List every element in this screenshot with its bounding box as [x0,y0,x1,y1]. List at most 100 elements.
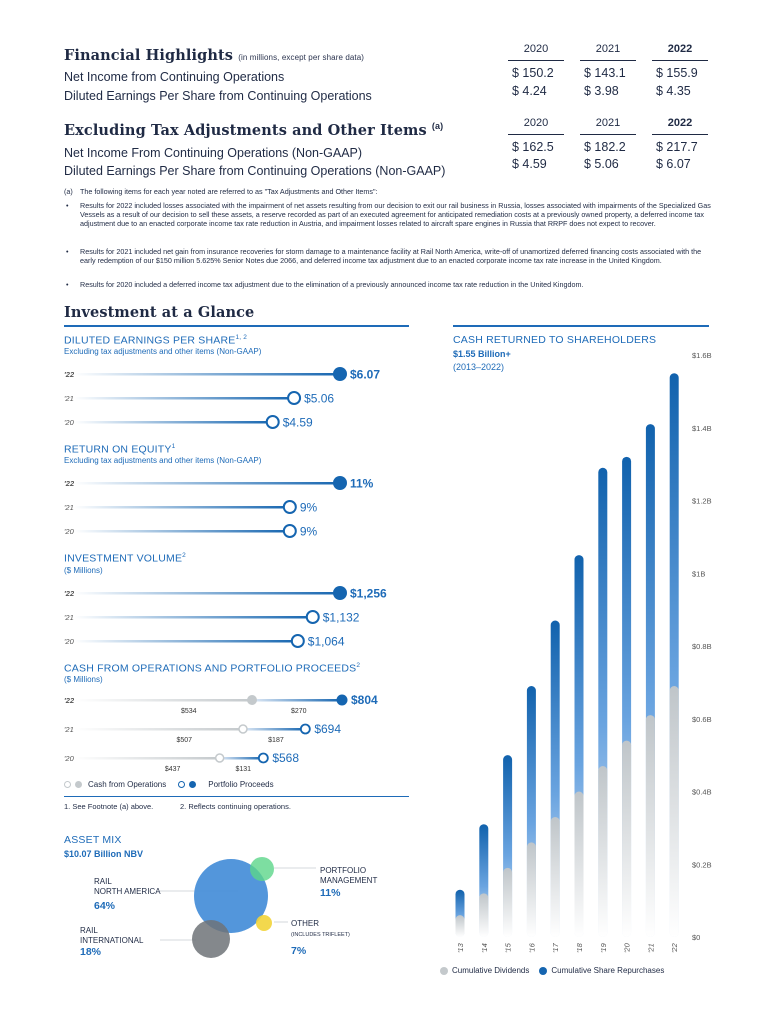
roe-endpoint-ring [282,524,297,538]
y-tick-label: $0.4B [692,788,712,797]
cash-ops-legend: Cash from Operations Portfolio Proceeds [64,780,274,789]
cash-returned-subtitle: $1.55 Billion+ [453,349,511,359]
diluted-eps-2020: $ 4.24 [512,84,547,98]
bar-dividends [503,867,513,937]
year-rule [580,60,636,61]
legend-repurchases-icon [539,966,548,975]
cash-ops-svg: '22 $804 $534 $270 '21 $694 $507 $187 '20 $568 $43… [64,693,378,773]
diluted-eps-label: Diluted Earnings Per Share from Continui… [64,89,372,103]
financial-highlights-title: Financial Highlights (in millions, excep… [64,47,364,64]
eps-value-label: $6.07 [350,368,380,382]
bar-dividends [598,766,608,937]
cash-ops-ops-label: $507 [177,737,193,744]
footnote-bullet: • [66,280,69,289]
excluding-tax-title: Excluding Tax Adjustments and Other Item… [64,121,443,139]
bar-dividends [550,816,560,937]
financial-highlights-heading: Financial Highlights [64,47,234,64]
section-divider [453,325,709,327]
cash-ops-proceeds-label: $270 [291,708,307,715]
other-label: OTHER [291,919,319,928]
eps-bar [74,397,295,400]
volume-bar-chart: '22 $1,256 '21 $1,132 '20 $1,064 [60,581,410,653]
y-tick-label: $1.2B [692,497,712,506]
section-divider [64,796,409,797]
non-gaap-eps-2022: $ 6.07 [656,157,691,171]
legend-proceeds-dot-icon [189,781,197,788]
legend-dividends-icon [440,966,448,975]
cash-returned-title: CASH RETURNED TO SHAREHOLDERS [453,334,657,346]
other-pct: 7% [291,945,307,957]
eps-value-label: $5.06 [304,392,334,406]
volume-value-label: $1,256 [350,587,387,601]
cash-returned-chart: $0 $0.2B $0.4B $0.6B $0.8B $1B $1.2B $1.4B $1.6B… [455,351,712,953]
x-tick-label: '21 [646,943,655,953]
volume-svg: '22 $1,256 '21 $1,132 '20 $1,064 [64,586,387,649]
non-gaap-net-income-2022: $ 217.7 [656,140,698,154]
volume-chart-title: INVESTMENT VOLUME2 [64,552,186,565]
y-tick-label: $0.8B [692,642,712,651]
roe-year-label: '20 [64,527,75,536]
cash-ops-year-label: '21 [64,725,74,734]
x-tick-label: '19 [599,942,608,953]
volume-title-sup: 2 [182,552,186,559]
bar-series [455,373,679,937]
rail-na-pct: 64% [94,900,116,912]
y-tick-label: $1.4B [692,424,712,433]
volume-bar [74,592,340,595]
cash-ops-ops-label: $534 [181,708,197,715]
footnote-bullet: • [66,247,69,256]
other-note: (INCLUDES TRIFLEET) [291,932,350,938]
non-gaap-net-income-label: Net Income From Continuing Operations (N… [64,146,363,160]
roe-chart-title: RETURN ON EQUITY1 [64,443,175,456]
cash-ops-proceeds-bar [243,728,306,731]
eps-endpoint-ring [287,391,302,405]
roe-year-label: '21 [64,503,74,512]
roe-bar [74,482,340,485]
cash-ops-proceeds-label: $187 [268,737,284,744]
volume-year-label: '20 [64,637,75,646]
volume-endpoint-ring [305,610,320,624]
eps-bar-chart: '22 $6.07 '21 $5.06 '20 $4.59 [60,362,410,434]
roe-title-sup: 1 [171,443,176,450]
x-tick-label: '18 [575,942,584,953]
year-header-2022: 2022 [667,117,693,129]
x-tick-label: '15 [504,942,513,953]
y-tick-label: $1B [692,569,705,578]
rail-na-label-line1: RAIL [94,877,112,886]
year-rule [652,134,708,135]
diluted-eps-2022: $ 4.35 [656,84,691,98]
non-gaap-net-income-2020: $ 162.5 [512,140,554,154]
roe-title-text: RETURN ON EQUITY [64,443,172,456]
financial-highlights-subtitle: (in millions, except per share data) [238,53,365,62]
bar-dividends [645,715,655,937]
non-gaap-eps-label: Diluted Earnings Per Share from Continui… [64,164,446,178]
excluding-tax-note-marker: (a) [431,121,444,131]
bar-dividends [479,893,489,937]
portfolio-label-line1: PORTFOLIO [320,866,367,875]
year-header-2021: 2021 [595,43,621,55]
rail-na-label-line2: NORTH AMERICA [94,887,161,896]
cash-ops-year-label: '20 [64,754,75,763]
bubble-other [256,915,272,931]
rail-na-label: RAIL NORTH AMERICA [94,877,161,897]
roe-value-label: 11% [350,477,374,491]
investment-title: Investment at a Glance [64,304,255,321]
legend-ops-ring-icon [64,781,71,788]
rail-intl-label-line2: INTERNATIONAL [80,936,144,945]
rail-intl-label-line1: RAIL [80,926,98,935]
excluding-tax-heading: Excluding Tax Adjustments and Other Item… [64,121,427,139]
x-tick-label: '16 [527,942,536,953]
legend-ops-label: Cash from Operations [88,780,167,789]
year-header-2021: 2021 [595,117,621,129]
cash-ops-title-text: CASH FROM OPERATIONS AND PORTFOLIO PROCE… [64,662,357,675]
legend-ops-dot-icon [75,781,82,788]
cash-ops-ops-bar [74,699,252,702]
asset-mix-subtitle: $10.07 Billion NBV [64,849,144,859]
non-gaap-eps-2020: $ 4.59 [512,157,547,171]
x-tick-label: '13 [456,942,465,953]
eps-chart-title: DILUTED EARNINGS PER SHARE1, 2 [64,334,247,347]
cash-ops-total-label: $568 [272,751,299,765]
y-axis-ticks: $0 $0.2B $0.4B $0.6B $0.8B $1B $1.2B $1.4B $1.6B [692,351,712,942]
eps-chart-subtitle: Excluding tax adjustments and other item… [64,347,262,356]
cash-ops-ops-ring [214,753,225,763]
